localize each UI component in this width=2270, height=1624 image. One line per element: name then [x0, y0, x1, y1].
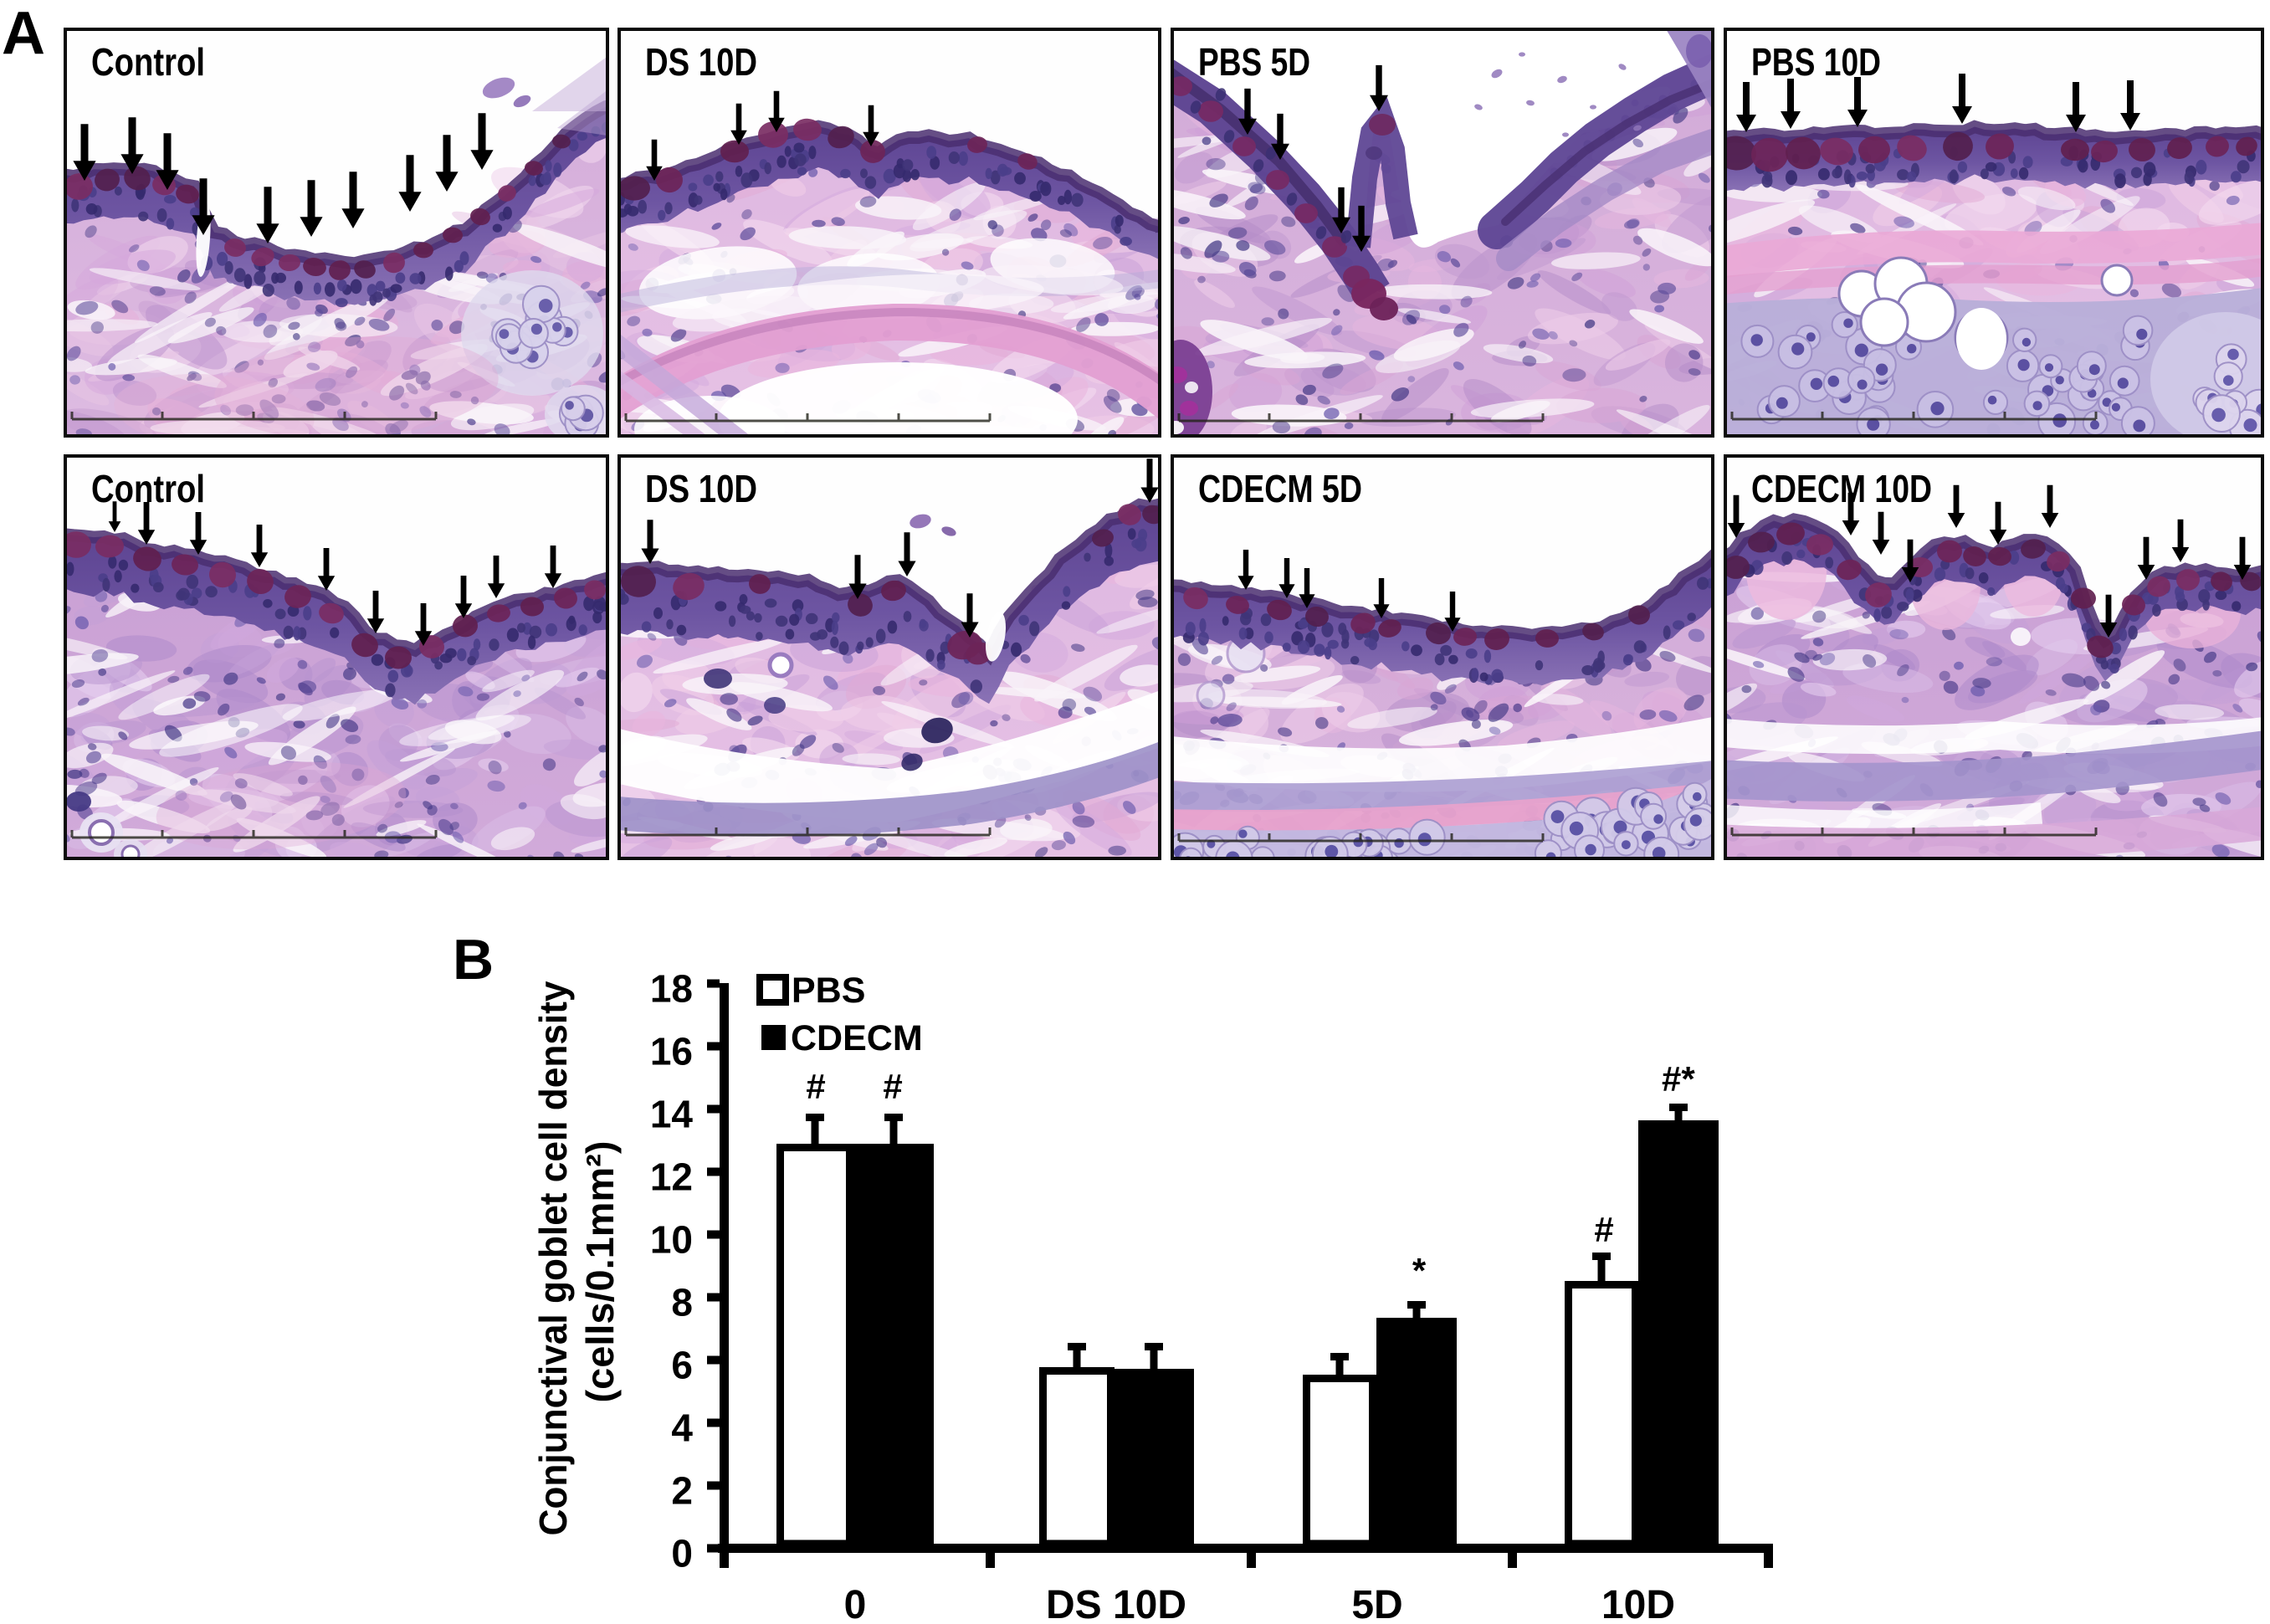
- svg-text:#: #: [883, 1067, 902, 1106]
- svg-text:16: 16: [650, 1030, 693, 1073]
- svg-text:4: 4: [671, 1406, 693, 1450]
- svg-text:(cells/0.1mm²): (cells/0.1mm²): [578, 1141, 622, 1403]
- svg-text:Conjunctival goblet cell densi: Conjunctival goblet cell density: [531, 981, 575, 1535]
- svg-text:#: #: [1594, 1210, 1613, 1249]
- svg-text:CDECM: CDECM: [791, 1018, 923, 1058]
- svg-text:6: 6: [671, 1344, 693, 1387]
- svg-text:#*: #*: [1662, 1059, 1695, 1099]
- svg-text:18: 18: [650, 967, 693, 1011]
- svg-text:5D: 5D: [1351, 1583, 1402, 1624]
- svg-text:DS 10D: DS 10D: [1046, 1583, 1186, 1624]
- svg-text:*: *: [1412, 1251, 1427, 1290]
- svg-text:Control: Control: [91, 467, 205, 510]
- svg-text:PBS: PBS: [792, 971, 865, 1011]
- svg-text:B: B: [453, 928, 494, 991]
- svg-text:10: 10: [650, 1218, 693, 1262]
- svg-text:CDECM 10D: CDECM 10D: [1751, 467, 1932, 510]
- svg-text:CDECM 5D: CDECM 5D: [1198, 467, 1362, 510]
- svg-text:14: 14: [650, 1093, 694, 1136]
- svg-text:PBS 10D: PBS 10D: [1751, 40, 1881, 84]
- svg-text:PBS 5D: PBS 5D: [1198, 40, 1310, 84]
- svg-text:8: 8: [671, 1281, 693, 1324]
- svg-text:2: 2: [671, 1469, 693, 1513]
- svg-text:0: 0: [844, 1583, 867, 1624]
- svg-text:DS 10D: DS 10D: [645, 467, 757, 510]
- svg-text:0: 0: [671, 1532, 693, 1575]
- svg-text:DS 10D: DS 10D: [645, 40, 757, 84]
- svg-text:#: #: [806, 1067, 825, 1106]
- svg-text:10D: 10D: [1601, 1583, 1675, 1624]
- svg-text:12: 12: [650, 1155, 693, 1199]
- svg-text:Control: Control: [91, 40, 205, 84]
- svg-text:A: A: [2, 0, 45, 67]
